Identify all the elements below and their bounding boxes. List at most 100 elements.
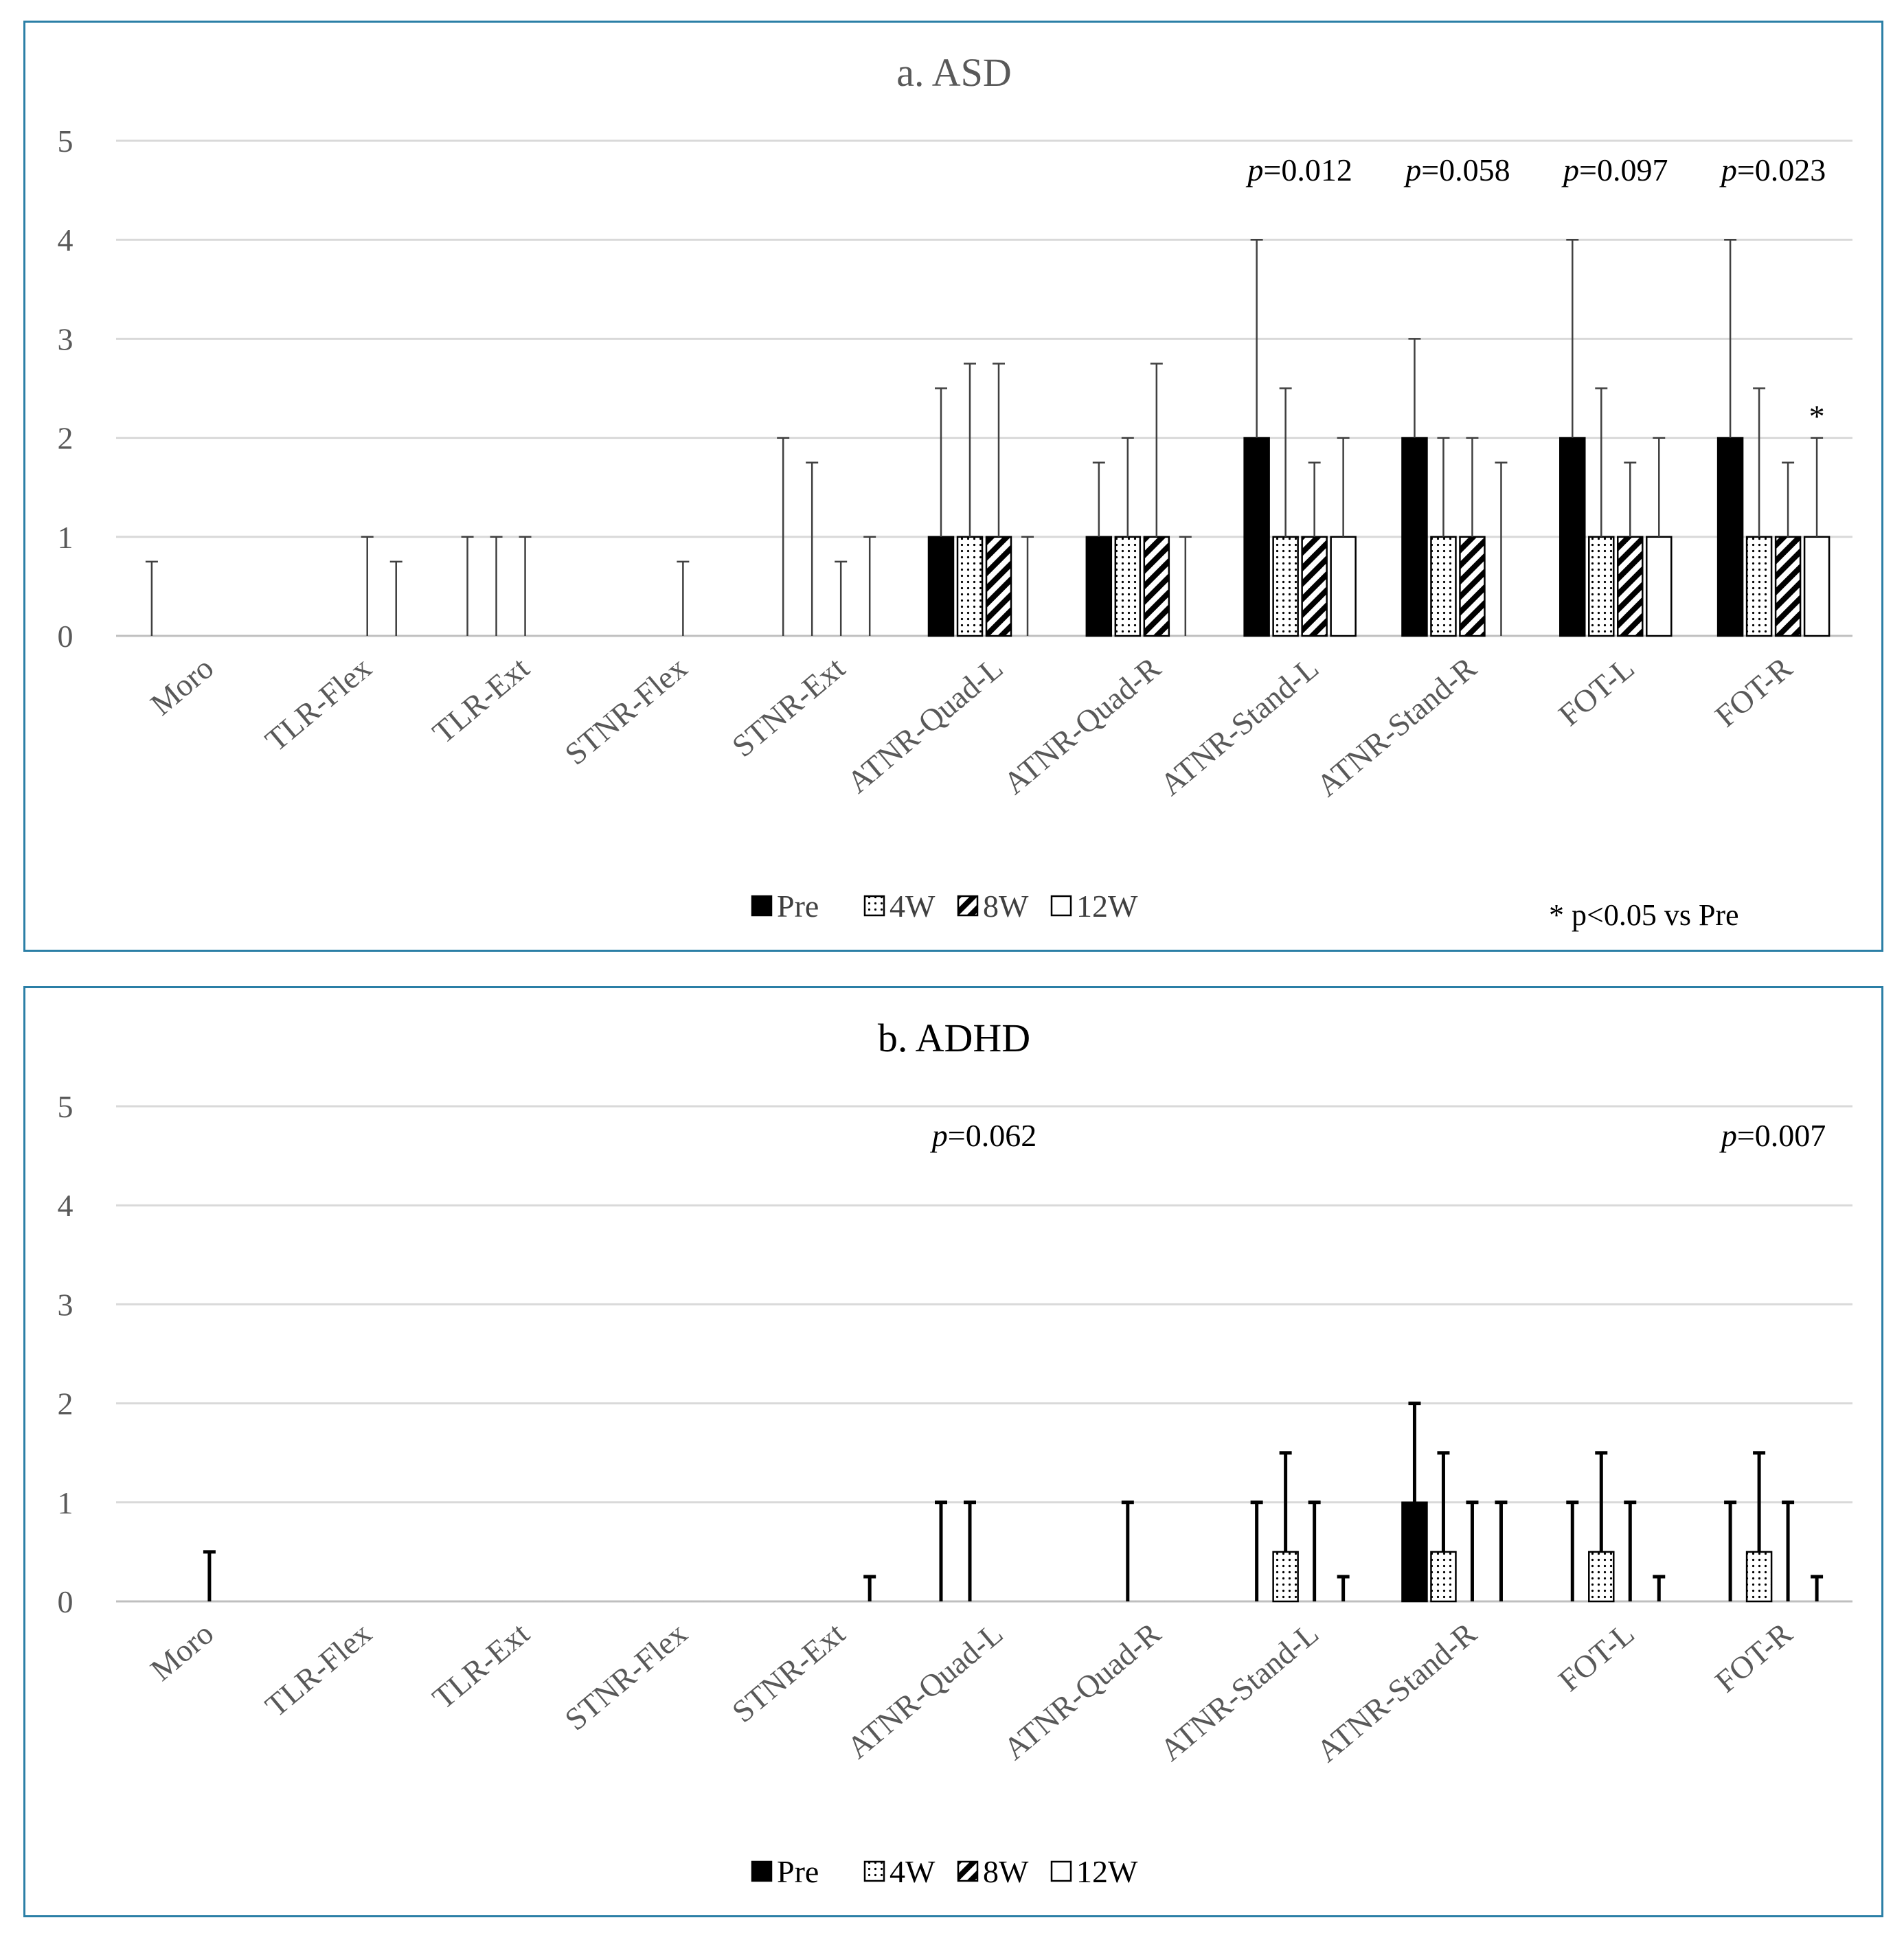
p-value-label: p=0.007 [1719,1118,1826,1153]
error-bar-pre-tlr-ext [461,536,474,636]
x-tick-label: ATNR-Quad-L [840,1616,1009,1766]
chart-panel-asd: a. ASD 0 1 2 3 4 5 Moro TLR-Flex TLR-Ext STNR-Flex… [23,21,1883,952]
error-bar-4w-atnr-stand-r [1437,437,1450,537]
y-tick-label: 2 [58,421,73,456]
p-value-label: p=0.023 [1719,152,1826,187]
bar-4w-atnr-stand-l [1272,1551,1299,1603]
error-bar-pre-atnr-quad-r [1092,461,1105,537]
legend-item-pre: Pre [751,889,819,924]
legend-item-8w: 8W [957,1854,1029,1889]
bar-pre-fot-l [1559,437,1586,637]
bar-pre-atnr-stand-r [1401,1501,1428,1603]
error-bar-pre-fot-r [1724,1500,1737,1601]
error-bar-pre-fot-l [1566,1500,1579,1601]
error-bar-12w-atnr-quad-r [1179,536,1192,636]
chart-title: a. ASD [896,50,1012,95]
svg-text:4W: 4W [889,889,936,924]
error-bar-8w-atnr-stand-r [1466,437,1479,537]
legend: Pre 4W 8W 12W [751,889,1138,924]
bar-8w-fot-l [1617,536,1644,637]
error-bar-12w-stnr-ext [863,1575,876,1601]
svg-text:12W: 12W [1076,1854,1138,1889]
x-tick-label: STNR-Flex [558,650,694,772]
error-bar-12w-fot-l [1653,1575,1666,1601]
bar-4w-fot-l [1588,1551,1615,1603]
error-bar-4w-atnr-quad-r [1121,437,1134,537]
error-bar-12w-atnr-stand-l [1337,1575,1350,1601]
chart-title: b. ADHD [878,1016,1030,1060]
bar-4w-atnr-stand-l [1272,536,1299,637]
bar-8w-atnr-quad-l [985,536,1012,637]
y-tick-label: 1 [58,520,73,555]
y-tick-label: 5 [58,124,73,159]
legend-item-12w: 12W [1050,1854,1138,1889]
y-tick-label: 1 [58,1485,73,1520]
error-bar-8w-atnr-quad-r [1150,363,1163,537]
y-tick-label: 4 [58,1188,73,1223]
legend-item-pre: Pre [751,1854,819,1889]
y-tick-label: 0 [58,619,73,654]
x-tick-label: ATNR-Stand-L [1153,650,1325,802]
bar-4w-atnr-stand-r [1430,536,1457,637]
error-bar-8w-atnr-stand-l [1308,1500,1321,1601]
p-value-label: p=0.058 [1403,152,1510,187]
error-bar-4w-fot-l [1595,387,1608,537]
chart-asd: a. ASD 0 1 2 3 4 5 Moro TLR-Flex TLR-Ext STNR-Flex… [58,50,1852,932]
bar-4w-fot-r [1745,1551,1773,1603]
error-bar-8w-atnr-stand-l [1308,461,1321,537]
x-tick-label: FOT-L [1552,650,1640,733]
svg-text:Pre: Pre [777,889,819,924]
error-bar-8w-fot-l [1624,1500,1637,1601]
legend: Pre 4W 8W 12W [751,1854,1138,1889]
y-tick-label: 5 [58,1089,73,1124]
p-value-label: p=0.012 [1245,152,1352,187]
error-bar-4w-fot-r [1753,387,1766,537]
error-bar-4w-tlr-ext [490,536,503,636]
bar-pre-atnr-stand-l [1243,437,1270,637]
error-bar-8w-stnr-flex [677,560,690,636]
bar-4w-fot-r [1745,536,1773,637]
x-tick-label: STNR-Flex [558,1616,694,1737]
svg-text:4W: 4W [889,1854,936,1889]
bar-pre-fot-r [1716,437,1744,637]
error-bar-pre-moro [145,560,158,636]
error-bar-4w-atnr-quad-r [1121,1500,1134,1601]
error-bar-pre-atnr-stand-r [1408,1402,1421,1503]
error-bar-pre-atnr-quad-l [935,387,947,537]
error-bar-4w-atnr-quad-l [964,1500,976,1601]
bar-pre-atnr-stand-r [1401,437,1428,637]
bar-12w-atnr-stand-l [1330,536,1357,637]
error-bar-4w-atnr-stand-l [1279,387,1292,537]
x-tick-label: ATNR-Quad-R [997,1615,1167,1766]
error-bar-4w-stnr-ext [806,461,819,636]
bar-8w-atnr-stand-r [1459,536,1486,637]
bar-8w-atnr-quad-r [1143,536,1170,637]
error-bar-8w-atnr-quad-l [993,363,1005,537]
x-tick-label: ATNR-Quad-R [997,650,1167,801]
x-tick-label: TLR-Ext [426,1615,536,1715]
error-bar-4w-atnr-stand-r [1437,1451,1450,1552]
x-tick-label: Moro [144,650,220,722]
svg-text:8W: 8W [983,1854,1029,1889]
y-tick-label: 3 [58,1287,73,1322]
x-tick-label: Moro [144,1616,220,1688]
error-bar-12w-atnr-stand-r [1495,461,1508,636]
bar-4w-atnr-quad-r [1114,536,1142,637]
error-bar-pre-atnr-stand-r [1408,338,1421,438]
error-bar-8w-fot-r [1782,1500,1795,1601]
bar-12w-fot-r [1803,536,1831,637]
error-bar-pre-atnr-stand-l [1250,238,1263,438]
bar-8w-atnr-stand-l [1301,536,1328,637]
error-bar-12w-atnr-stand-l [1337,437,1350,537]
error-bar-12w-tlr-flex [389,560,403,636]
legend-item-8w: 8W [957,889,1029,924]
x-tick-label: TLR-Flex [258,650,378,758]
error-bar-8w-atnr-stand-r [1466,1500,1479,1601]
x-tick-label: STNR-Ext [725,650,852,764]
error-bar-4w-fot-r [1753,1451,1766,1552]
error-bar-8w-fot-r [1782,461,1795,537]
svg-text:8W: 8W [983,889,1029,924]
x-tick-label: STNR-Ext [725,1615,852,1729]
x-tick-label: FOT-R [1708,650,1799,733]
x-tick-label: TLR-Flex [258,1616,378,1724]
